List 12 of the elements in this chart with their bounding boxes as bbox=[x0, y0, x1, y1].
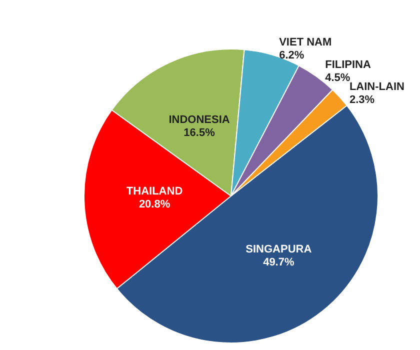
data-label: 49.7% bbox=[263, 256, 294, 268]
data-label: 20.8% bbox=[138, 198, 170, 211]
slice-label: THAILAND bbox=[126, 186, 183, 198]
slice-label: LAIN-LAIN bbox=[349, 80, 404, 93]
data-label: 2.3% bbox=[349, 94, 375, 106]
slice-label: FILIPINA bbox=[325, 59, 371, 72]
data-label: 16.5% bbox=[184, 126, 216, 139]
slice-label: INDONESIA bbox=[168, 114, 230, 126]
data-label: 4.5% bbox=[325, 72, 350, 84]
slice-label: SINGAPURA bbox=[246, 243, 312, 256]
data-label: 6.2% bbox=[279, 50, 304, 62]
slice-label: VIET NAM bbox=[279, 36, 332, 49]
